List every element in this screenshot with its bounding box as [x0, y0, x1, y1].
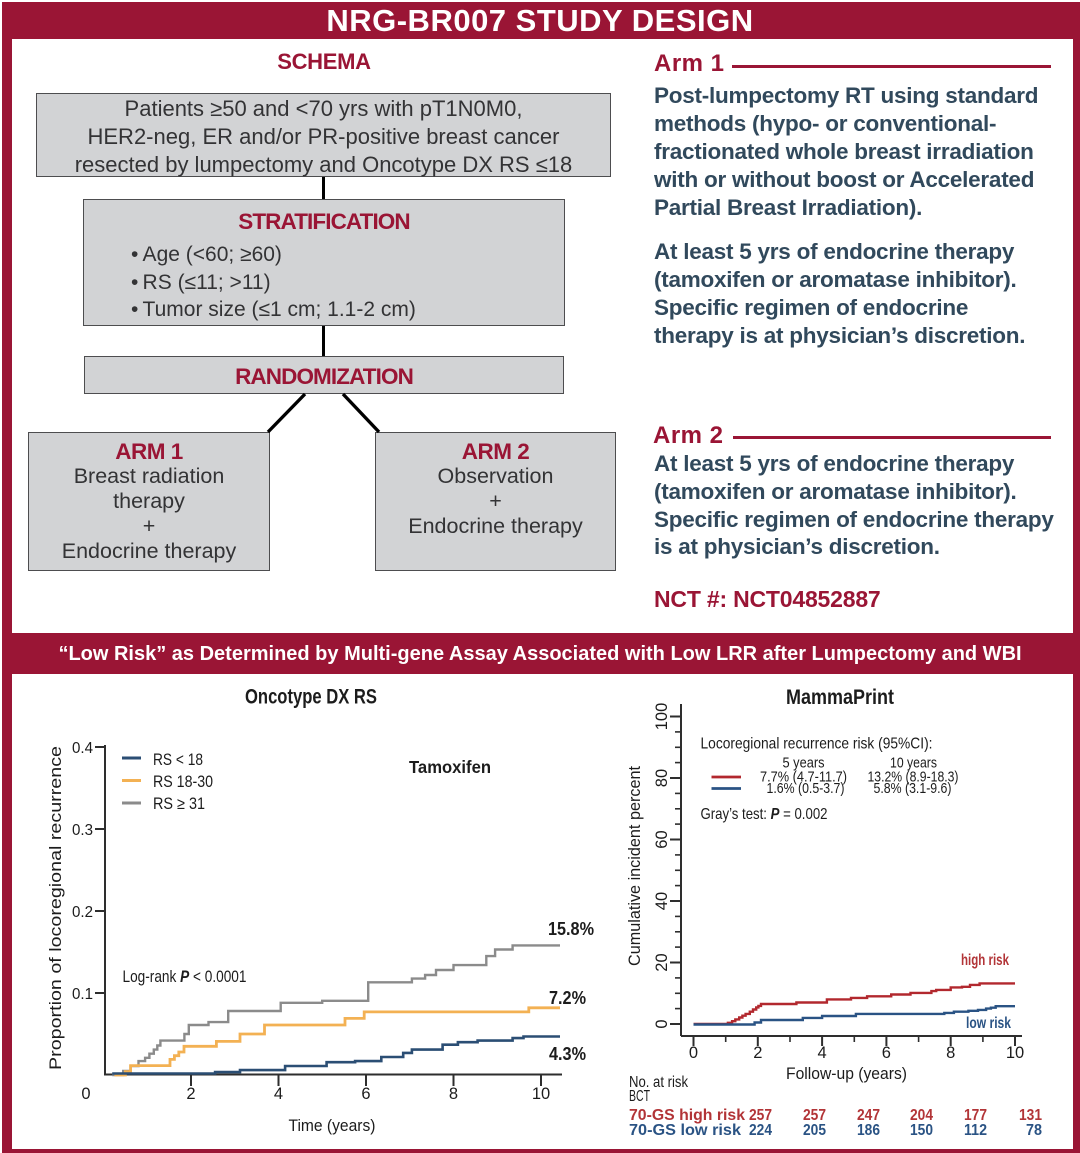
svg-text:high risk: high risk	[961, 952, 1009, 969]
svg-text:5.8% (3.1-9.6): 5.8% (3.1-9.6)	[874, 780, 952, 797]
svg-text:4: 4	[818, 1044, 827, 1062]
svg-text:20: 20	[653, 953, 671, 971]
svg-text:78: 78	[1026, 1122, 1042, 1139]
svg-text:40: 40	[653, 892, 671, 910]
svg-text:131: 131	[1019, 1107, 1042, 1124]
svg-text:0.3: 0.3	[72, 822, 93, 839]
svg-text:0: 0	[81, 1085, 90, 1103]
svg-text:0: 0	[653, 1019, 671, 1028]
svg-text:0.1: 0.1	[72, 986, 93, 1003]
svg-text:RS < 18: RS < 18	[153, 751, 203, 769]
svg-text:RS ≥ 31: RS ≥ 31	[153, 795, 205, 813]
svg-text:6: 6	[882, 1044, 891, 1062]
svg-text:MammaPrint: MammaPrint	[786, 686, 894, 709]
svg-text:224: 224	[749, 1122, 772, 1139]
svg-text:Log-rank P < 0.0001: Log-rank P < 0.0001	[123, 968, 247, 986]
svg-text:257: 257	[803, 1107, 826, 1124]
svg-text:8: 8	[946, 1044, 955, 1062]
svg-text:7.2%: 7.2%	[549, 988, 586, 1008]
svg-text:Locoregional recurrence risk (: Locoregional recurrence risk (95%CI):	[701, 736, 933, 753]
svg-text:4: 4	[274, 1085, 283, 1103]
svg-text:Follow-up (years): Follow-up (years)	[786, 1065, 907, 1083]
svg-text:4.3%: 4.3%	[549, 1044, 586, 1064]
svg-text:0.2: 0.2	[72, 904, 93, 921]
svg-text:80: 80	[653, 769, 671, 787]
svg-text:10: 10	[532, 1085, 550, 1103]
svg-text:15.8%: 15.8%	[548, 919, 594, 939]
svg-text:Time (years): Time (years)	[289, 1117, 376, 1135]
svg-text:186: 186	[857, 1122, 880, 1139]
svg-text:177: 177	[964, 1107, 987, 1124]
svg-text:Gray’s test: P = 0.002: Gray’s test: P = 0.002	[701, 806, 828, 823]
svg-text:257: 257	[749, 1107, 772, 1124]
svg-text:100: 100	[653, 703, 671, 731]
svg-text:112: 112	[964, 1122, 987, 1139]
svg-text:150: 150	[910, 1122, 933, 1139]
svg-text:13.2% (8.9-18.3): 13.2% (8.9-18.3)	[868, 769, 959, 786]
svg-text:70-GS low risk: 70-GS low risk	[629, 1122, 741, 1139]
svg-text:10: 10	[1006, 1044, 1024, 1062]
svg-text:Proportion of locoregional rec: Proportion of locoregional recurrence	[46, 746, 65, 1070]
svg-text:1.6% (0.5-3.7): 1.6% (0.5-3.7)	[767, 780, 845, 797]
svg-text:Oncotype DX RS: Oncotype DX RS	[245, 686, 377, 709]
svg-text:8: 8	[449, 1085, 458, 1103]
svg-text:2: 2	[753, 1044, 762, 1062]
svg-text:10 years: 10 years	[890, 755, 937, 772]
svg-text:Tamoxifen: Tamoxifen	[409, 757, 491, 777]
svg-text:247: 247	[857, 1107, 880, 1124]
svg-text:BCT: BCT	[629, 1088, 650, 1105]
svg-text:0.4: 0.4	[72, 740, 93, 757]
svg-text:Cumulative incident percent: Cumulative incident percent	[626, 766, 644, 966]
svg-text:2: 2	[186, 1085, 195, 1103]
svg-text:204: 204	[910, 1107, 933, 1124]
svg-text:205: 205	[803, 1122, 826, 1139]
svg-text:low risk: low risk	[966, 1015, 1011, 1032]
svg-text:60: 60	[653, 830, 671, 848]
svg-text:5 years: 5 years	[783, 755, 825, 772]
svg-text:0: 0	[689, 1044, 698, 1062]
svg-text:70-GS high risk: 70-GS high risk	[629, 1107, 745, 1124]
svg-text:RS 18-30: RS 18-30	[153, 773, 213, 791]
svg-text:6: 6	[361, 1085, 370, 1103]
svg-text:7.7% (4.7-11.7): 7.7% (4.7-11.7)	[760, 769, 847, 786]
svg-text:No. at risk: No. at risk	[629, 1074, 688, 1091]
